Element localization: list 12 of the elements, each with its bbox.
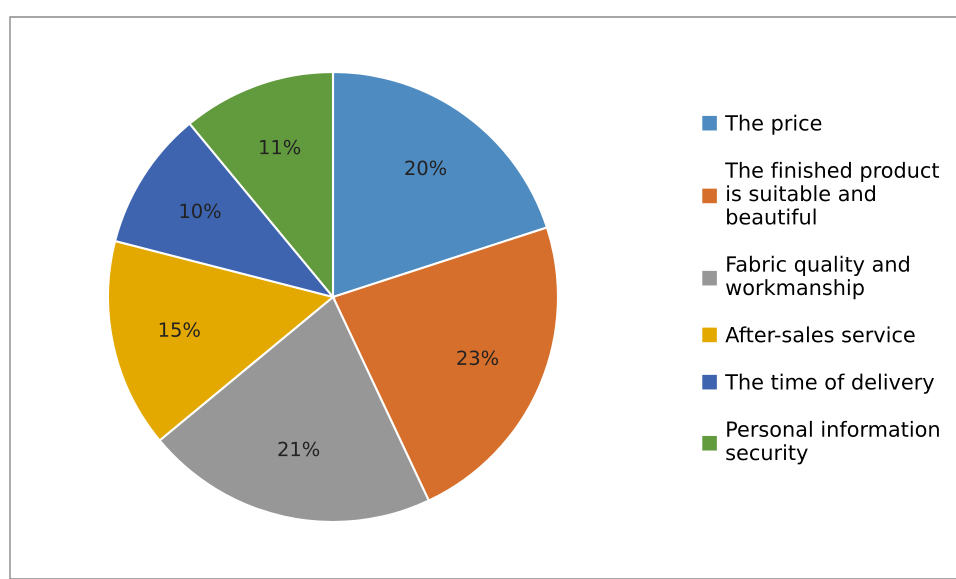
- legend-label: The time of delivery: [725, 374, 934, 394]
- data-label: 11%: [260, 140, 300, 154]
- data-label: 15%: [160, 322, 200, 337]
- legend-label: The finished product is suitable and beautiful: [725, 162, 940, 225]
- data-label: 21%: [278, 442, 320, 456]
- data-label: 20%: [405, 160, 446, 176]
- data-label: 23%: [457, 350, 498, 366]
- legend-label: The price: [725, 114, 822, 135]
- legend-label: Fabric quality and workmanship: [726, 256, 909, 300]
- legend-label: Personal information security: [726, 420, 939, 464]
- data-label: 10%: [180, 204, 221, 218]
- legend-label: After-sales service: [725, 326, 915, 342]
